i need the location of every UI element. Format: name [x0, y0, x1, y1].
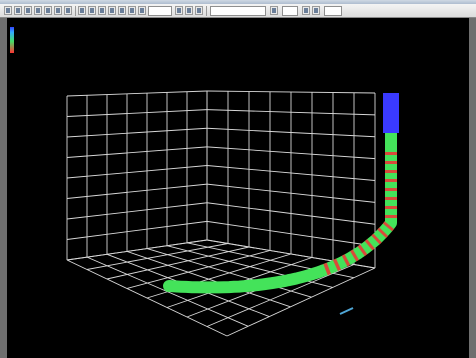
tube-segment-red [382, 221, 394, 232]
toolbar-button-icon[interactable] [138, 6, 146, 15]
toolbar-field[interactable] [282, 6, 298, 16]
toolbar-button-icon[interactable] [175, 6, 183, 15]
toolbar-button-icon[interactable] [88, 6, 96, 15]
tube-segment-red [323, 262, 332, 276]
grid-line-left-wall [66, 127, 208, 138]
toolbar-field[interactable] [324, 6, 342, 16]
toolbar-button-icon[interactable] [34, 6, 42, 15]
grid-line-right-wall [206, 109, 376, 116]
tube-curve [163, 93, 399, 315]
toolbar-button-icon[interactable] [78, 6, 86, 15]
toolbar-field[interactable] [148, 6, 172, 16]
tube-segment-red [332, 258, 341, 271]
tube-segment-red [385, 206, 397, 209]
grid-line-left-wall [66, 220, 208, 240]
tube-segment-red [350, 249, 359, 262]
legend-color-bar [10, 27, 14, 53]
grid-line-floor [106, 246, 250, 280]
grid-line-right-wall [206, 220, 376, 247]
toolbar-button-icon[interactable] [185, 6, 193, 15]
toolbar-button-icon[interactable] [312, 6, 320, 15]
window-title-bar [0, 0, 476, 4]
grid-line-right-wall [206, 165, 376, 181]
tube-segment-red [371, 233, 382, 245]
grid-line-left-wall [66, 146, 208, 158]
plot-3d-viewport[interactable] [7, 18, 469, 358]
toolbar-button-icon[interactable] [118, 6, 126, 15]
grid-lines [66, 90, 376, 337]
toolbar-button-icon[interactable] [14, 6, 22, 15]
tube-segment-red [385, 170, 397, 173]
toolbar-separator [206, 6, 207, 16]
toolbar [0, 4, 476, 18]
tube-top-cap [383, 93, 399, 133]
grid-line-left-wall [66, 90, 208, 97]
grid-line-right-wall [206, 90, 376, 94]
grid-line-left-wall [66, 109, 208, 117]
tube-segment-red [385, 188, 397, 191]
axis-marker [339, 307, 354, 315]
grid-line-floor [86, 243, 229, 270]
right-panel-edge [469, 18, 476, 358]
tube-segment-red [385, 161, 397, 164]
toolbar-button-icon[interactable] [44, 6, 52, 15]
grid-line-left-wall [66, 202, 208, 220]
tube-segment-red [385, 179, 397, 182]
left-panel-edge [0, 18, 7, 358]
toolbar-separator [75, 6, 76, 16]
grid-line-right-wall [206, 146, 376, 160]
grid-line-floor [126, 250, 271, 289]
grid-line-floor [226, 267, 376, 337]
toolbar-button-icon[interactable] [24, 6, 32, 15]
toolbar-button-icon[interactable] [108, 6, 116, 15]
toolbar-button-icon[interactable] [195, 6, 203, 15]
toolbar-button-icon[interactable] [302, 6, 310, 15]
color-legend [8, 20, 68, 64]
toolbar-button-icon[interactable] [270, 6, 278, 15]
toolbar-button-icon[interactable] [98, 6, 106, 15]
toolbar-button-icon[interactable] [128, 6, 136, 15]
tube-segment-red [357, 244, 368, 257]
tube-segment-red [385, 197, 397, 200]
grid-line-floor [206, 264, 355, 327]
grid-line-left-wall [66, 165, 208, 179]
grid-line-left-wall [66, 183, 208, 199]
toolbar-button-icon[interactable] [54, 6, 62, 15]
tube-segment-red [385, 215, 397, 218]
toolbar-button-icon[interactable] [64, 6, 72, 15]
tube-segment-red [385, 152, 397, 155]
tube-segment-red [364, 239, 375, 251]
grid-line-right-wall [206, 127, 376, 138]
toolbar-button-icon[interactable] [4, 6, 12, 15]
tube-body [163, 124, 397, 294]
grid-line-right-wall [206, 202, 376, 225]
tube-segment-red [377, 227, 389, 238]
grid-line-floor [66, 239, 208, 261]
grid-line-right-wall [206, 183, 376, 203]
tube-segment-red [341, 254, 351, 267]
toolbar-dropdown[interactable] [210, 6, 266, 16]
